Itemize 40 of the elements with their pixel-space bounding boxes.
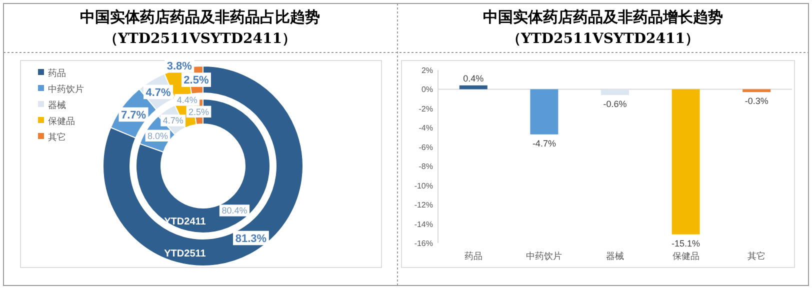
y-tick-label: -14% bbox=[414, 220, 433, 229]
data-label: -4.7% bbox=[532, 138, 556, 148]
data-label: 81.3% bbox=[235, 232, 267, 245]
data-label: 7.7% bbox=[120, 109, 146, 122]
y-tick-label: -2% bbox=[418, 104, 433, 114]
data-label: 2.5% bbox=[188, 106, 209, 117]
y-tick-label: -6% bbox=[418, 142, 433, 152]
data-label: -0.6% bbox=[603, 98, 627, 109]
y-tick-label: -4% bbox=[418, 124, 433, 133]
data-label: 0.4% bbox=[463, 73, 484, 84]
x-tick-label: 药品 bbox=[464, 251, 482, 261]
y-tick-label: 0% bbox=[421, 85, 433, 94]
chart-subtitle: （YTD2511VSYTD2411） bbox=[506, 31, 700, 47]
x-tick-label: 保健品 bbox=[672, 251, 700, 261]
y-tick-label: -12% bbox=[414, 200, 433, 210]
data-label: 4.7% bbox=[146, 86, 172, 99]
chart-subtitle: （YTD2511VSYTD2411） bbox=[104, 31, 296, 47]
y-tick-label: -16% bbox=[414, 239, 433, 248]
legend-label: 器械 bbox=[48, 100, 66, 110]
slice-label: YTD2511 bbox=[164, 248, 206, 260]
y-tick-label: -8% bbox=[418, 162, 433, 172]
data-label: 2.5% bbox=[184, 74, 209, 87]
y-tick-label: 2% bbox=[421, 66, 433, 75]
data-label: 80.4% bbox=[222, 206, 248, 216]
y-tick-label: -10% bbox=[414, 181, 433, 190]
data-label: -15.1% bbox=[672, 238, 700, 248]
legend-label: 其它 bbox=[48, 132, 66, 142]
data-label: 4.4% bbox=[176, 95, 198, 106]
data-label: 8.0% bbox=[147, 130, 168, 141]
data-label: -0.3% bbox=[744, 96, 768, 106]
data-label: 4.7% bbox=[162, 116, 184, 126]
legend-label: 中药饮片 bbox=[48, 84, 84, 94]
chart-title: 中国实体药店药品及非药品占比趋势 bbox=[80, 8, 320, 26]
chart-title: 中国实体药店药品及非药品增长趋势 bbox=[483, 8, 723, 26]
x-tick-label: 其它 bbox=[748, 251, 766, 261]
legend-label: 药品 bbox=[48, 68, 66, 78]
x-tick-label: 中药饮片 bbox=[526, 251, 562, 261]
legend-label: 保健品 bbox=[48, 116, 75, 126]
data-label: 3.8% bbox=[166, 60, 192, 72]
x-tick-label: 器械 bbox=[606, 251, 624, 261]
